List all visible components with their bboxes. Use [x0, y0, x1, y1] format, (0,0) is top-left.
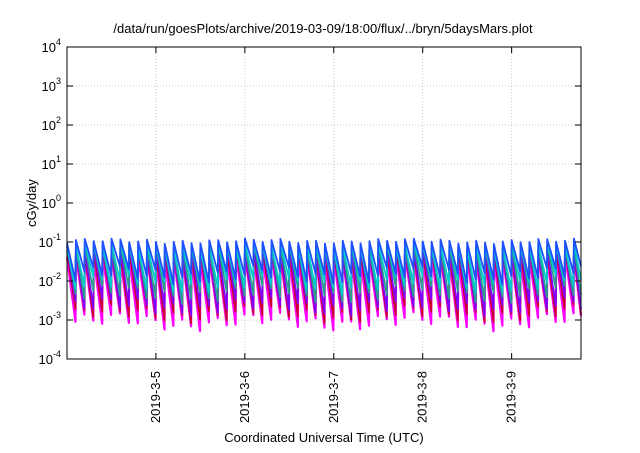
series-layer	[65, 237, 583, 333]
y-tick-base: 10	[39, 313, 53, 328]
y-tick-exponent: -4	[53, 349, 61, 359]
y-tick-base: 10	[39, 352, 53, 367]
y-tick-label: 103	[42, 76, 61, 94]
chart-title: /data/run/goesPlots/archive/2019-03-09/1…	[113, 21, 533, 36]
y-tick-exponent: -1	[53, 232, 61, 242]
x-tick-label: 2019-3-8	[415, 371, 430, 423]
y-tick-label: 102	[42, 115, 61, 133]
y-axis-label: cGy/day	[24, 179, 39, 227]
y-tick-base: 10	[39, 235, 53, 250]
y-tick-label: 10-3	[39, 310, 61, 328]
y-tick-exponent: 2	[56, 115, 61, 125]
series-line	[66, 237, 582, 286]
y-tick-base: 10	[42, 118, 56, 133]
x-tick-label: 2019-3-7	[326, 371, 341, 423]
y-tick-exponent: -3	[53, 310, 61, 320]
y-tick-base: 10	[42, 40, 56, 55]
y-tick-exponent: 1	[56, 154, 61, 164]
y-tick-base: 10	[42, 157, 56, 172]
grid	[67, 47, 581, 359]
y-tick-base: 10	[39, 274, 53, 289]
y-tick-exponent: -2	[53, 271, 61, 281]
y-tick-label: 100	[42, 193, 61, 211]
y-tick-label: 10-4	[39, 349, 61, 367]
y-tick-label: 10-2	[39, 271, 61, 289]
y-tick-exponent: 4	[56, 37, 61, 47]
x-axis-label: Coordinated Universal Time (UTC)	[224, 430, 423, 445]
y-tick-exponent: 3	[56, 76, 61, 86]
y-tick-base: 10	[42, 79, 56, 94]
y-tick-exponent: 0	[56, 193, 61, 203]
x-tick-label: 2019-3-5	[148, 371, 163, 423]
y-tick-label: 10-1	[39, 232, 61, 250]
x-tick-label: 2019-3-9	[504, 371, 519, 423]
y-tick-label: 101	[42, 154, 61, 172]
y-tick-base: 10	[42, 196, 56, 211]
x-tick-label: 2019-3-6	[237, 371, 252, 423]
y-tick-label: 104	[42, 37, 61, 55]
